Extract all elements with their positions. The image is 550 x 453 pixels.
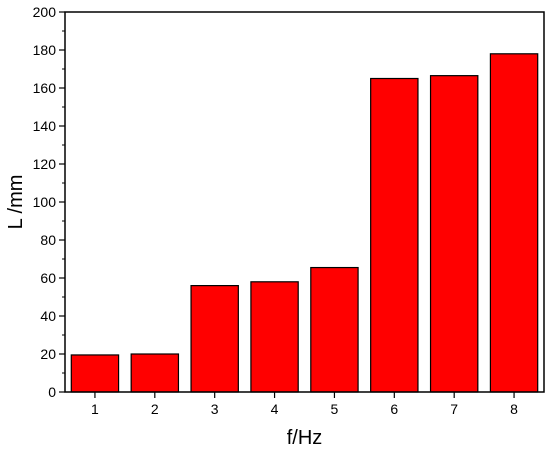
bar-5 (310, 266, 359, 393)
x-tick-label: 8 (510, 401, 518, 417)
bar-4 (250, 281, 299, 393)
x-tick-label: 1 (91, 401, 99, 417)
bar-7 (429, 75, 479, 393)
bar-1 (70, 354, 120, 393)
y-tick-label: 140 (33, 118, 57, 134)
bar-3 (190, 285, 239, 393)
y-tick-label: 80 (40, 232, 56, 248)
y-tick-label: 160 (33, 80, 57, 96)
x-tick-label: 3 (211, 401, 219, 417)
x-tick-label: 4 (271, 401, 279, 417)
y-axis-title: L /mm (5, 175, 27, 230)
y-tick-label: 20 (40, 346, 56, 362)
x-tick-label: 6 (390, 401, 398, 417)
x-axis-title: f/Hz (287, 427, 323, 449)
bars-group (70, 53, 539, 393)
bar-6 (370, 77, 419, 393)
y-tick-label: 0 (48, 384, 56, 400)
y-tick-label: 60 (40, 270, 56, 286)
y-tick-label: 100 (33, 194, 57, 210)
y-tick-label: 40 (40, 308, 56, 324)
x-tick-label: 2 (151, 401, 159, 417)
y-tick-label: 180 (33, 42, 57, 58)
y-tick-label: 120 (33, 156, 57, 172)
y-axis-ticks: 0 20 40 60 80 100 120 140 160 180 200 (33, 4, 65, 400)
bar-8 (489, 53, 539, 393)
x-axis-ticks: 1 2 3 4 5 6 7 8 (91, 392, 518, 417)
y-tick-label: 200 (33, 4, 57, 20)
x-tick-label: 7 (450, 401, 458, 417)
bar-2 (130, 353, 180, 393)
plot-frame (64, 11, 545, 393)
x-tick-label: 5 (331, 401, 339, 417)
